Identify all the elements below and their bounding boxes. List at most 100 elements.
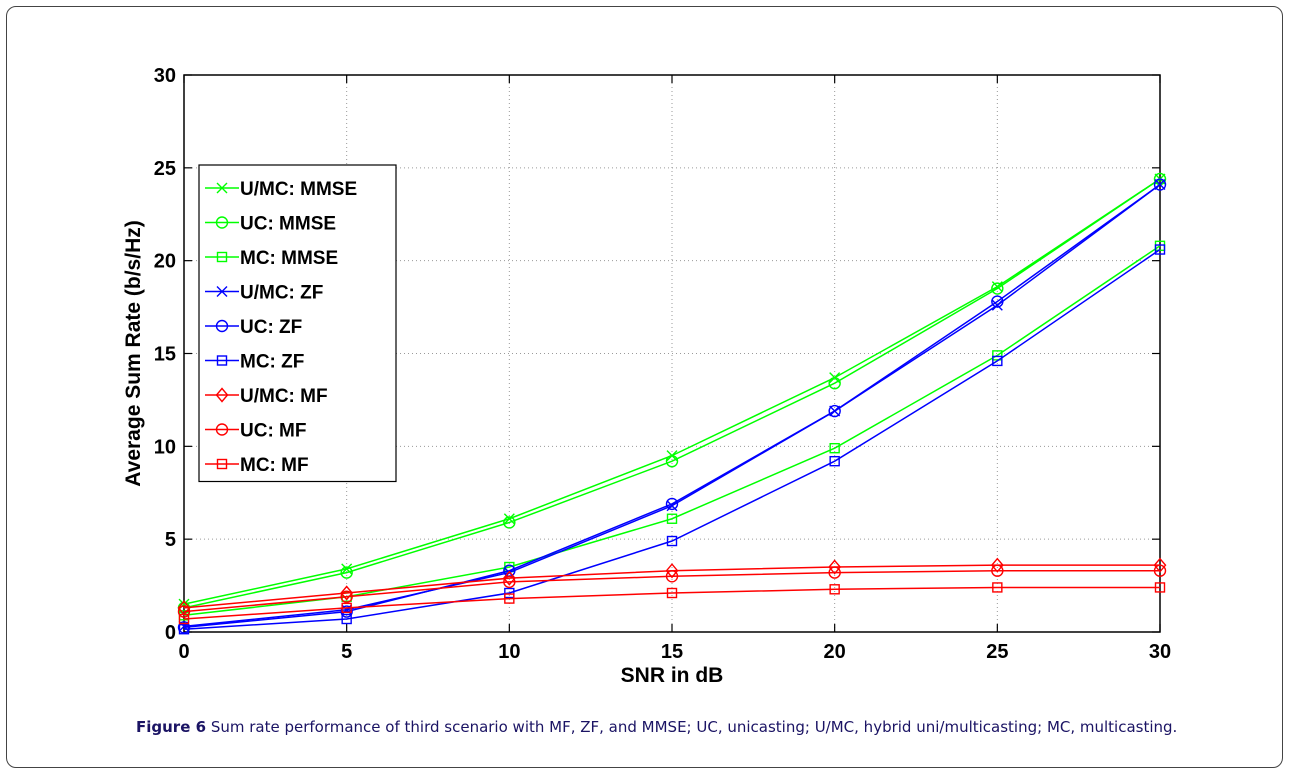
legend-label: UC: ZF bbox=[240, 317, 302, 338]
data-point bbox=[829, 455, 840, 467]
data-point bbox=[828, 377, 841, 390]
y-tick-label: 20 bbox=[154, 251, 176, 273]
legend-entry: MC: MF bbox=[205, 455, 309, 476]
legend-label: UC: MMSE bbox=[240, 214, 336, 235]
y-tick-label: 10 bbox=[154, 436, 176, 458]
data-point bbox=[341, 602, 352, 614]
legend-label: U/MC: MMSE bbox=[240, 179, 357, 200]
legend-entry: UC: MF bbox=[205, 421, 306, 442]
legend-entry: U/MC: ZF bbox=[205, 283, 323, 304]
axis-ticks: 0 5 10 15 20 25 30 0 5 10 15 20 25 30 bbox=[154, 65, 1171, 663]
legend-label: MC: MMSE bbox=[240, 248, 338, 269]
caption-label: Figure 6 bbox=[136, 718, 207, 736]
data-series bbox=[177, 172, 1167, 635]
data-point bbox=[340, 590, 353, 603]
data-point bbox=[991, 299, 1003, 311]
y-tick-label: 25 bbox=[154, 158, 176, 180]
data-point bbox=[828, 404, 841, 418]
legend-marker bbox=[216, 182, 228, 194]
data-point bbox=[666, 587, 678, 599]
y-axis-label: Average Sum Rate (b/s/Hz) bbox=[122, 220, 145, 486]
data-point bbox=[340, 605, 353, 618]
data-point bbox=[503, 575, 516, 589]
data-point bbox=[991, 295, 1004, 308]
series-9 bbox=[178, 582, 1166, 625]
series-line bbox=[183, 183, 1161, 629]
legend-label: UC: MF bbox=[240, 421, 306, 442]
series-line bbox=[183, 248, 1161, 630]
legend-marker bbox=[216, 355, 228, 366]
legend-entry: U/MC: MF bbox=[205, 386, 328, 407]
figure-caption: Figure 6 Sum rate performance of third s… bbox=[136, 716, 1281, 739]
legend-marker bbox=[216, 458, 228, 470]
data-point bbox=[665, 570, 679, 583]
data-point bbox=[666, 513, 678, 524]
data-point bbox=[1154, 179, 1166, 191]
caption-text: Sum rate performance of third scenario w… bbox=[210, 718, 1178, 736]
legend-entry: MC: ZF bbox=[205, 352, 304, 373]
data-point bbox=[992, 350, 1003, 361]
data-point bbox=[1154, 582, 1166, 593]
data-point bbox=[665, 563, 679, 579]
data-point bbox=[177, 605, 191, 618]
legend-marker bbox=[215, 216, 229, 229]
x-tick-label: 20 bbox=[824, 641, 846, 663]
legend-entry: MC: MMSE bbox=[205, 248, 338, 269]
chart-legend: U/MC: MMSE UC: MMSE MC: MMSE U/MC: ZF UC: ZF… bbox=[198, 164, 397, 483]
data-point bbox=[1153, 557, 1167, 573]
data-point bbox=[829, 442, 840, 454]
data-point bbox=[828, 559, 842, 575]
x-tick-label: 25 bbox=[986, 641, 1008, 663]
legend-marker bbox=[216, 251, 228, 263]
data-point bbox=[665, 497, 679, 511]
data-point bbox=[502, 570, 516, 586]
legend-label: U/MC: MF bbox=[240, 386, 328, 407]
data-point bbox=[992, 355, 1003, 367]
data-point bbox=[503, 513, 515, 525]
y-tick-label: 5 bbox=[165, 529, 176, 551]
data-point bbox=[1154, 244, 1166, 255]
data-point bbox=[504, 587, 515, 599]
data-point bbox=[178, 624, 190, 635]
data-point bbox=[178, 613, 190, 625]
series-8 bbox=[177, 564, 1167, 618]
data-point bbox=[1153, 564, 1167, 577]
x-tick-label: 0 bbox=[178, 641, 189, 663]
x-tick-label: 15 bbox=[661, 641, 683, 663]
data-point bbox=[665, 454, 679, 468]
legend-label: MC: ZF bbox=[240, 352, 304, 373]
legend-marker bbox=[216, 286, 228, 297]
series-line bbox=[183, 586, 1160, 620]
legend-entry: UC: ZF bbox=[205, 317, 302, 338]
x-axis-label: SNR in dB bbox=[621, 664, 724, 687]
legend-marker bbox=[215, 319, 229, 333]
y-tick-label: 30 bbox=[154, 65, 176, 87]
legend-label: U/MC: ZF bbox=[240, 283, 323, 304]
legend-entry: U/MC: MMSE bbox=[205, 179, 357, 200]
data-point bbox=[828, 566, 841, 579]
series-6 bbox=[178, 244, 1166, 635]
data-point bbox=[341, 613, 352, 625]
series-line bbox=[183, 178, 1161, 609]
y-tick-label: 15 bbox=[154, 344, 176, 366]
series-line bbox=[183, 569, 1160, 613]
data-point bbox=[1153, 178, 1167, 191]
data-point bbox=[666, 535, 678, 547]
data-point bbox=[991, 564, 1004, 577]
series-5 bbox=[177, 178, 1167, 634]
legend-marker bbox=[215, 423, 229, 436]
data-point bbox=[503, 516, 516, 529]
data-point bbox=[340, 585, 354, 601]
legend-entry: UC: MMSE bbox=[205, 214, 336, 235]
data-point bbox=[829, 584, 840, 595]
x-tick-label: 30 bbox=[1149, 641, 1171, 663]
y-tick-label: 0 bbox=[165, 622, 176, 644]
data-point bbox=[991, 282, 1004, 295]
data-point bbox=[990, 557, 1004, 573]
legend-marker bbox=[215, 387, 229, 403]
data-point bbox=[177, 621, 191, 634]
data-point bbox=[504, 593, 515, 604]
x-tick-label: 5 bbox=[341, 641, 352, 663]
x-tick-label: 10 bbox=[498, 641, 520, 663]
